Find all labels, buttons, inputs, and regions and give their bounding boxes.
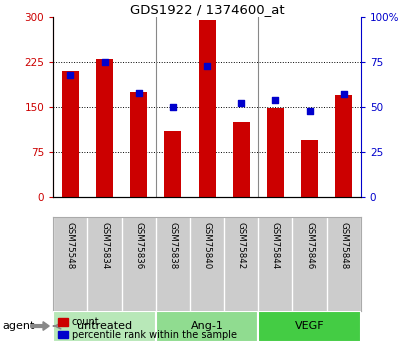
Bar [155, 310, 258, 342]
Point [272, 97, 278, 102]
Text: GSM75834: GSM75834 [100, 222, 109, 269]
Text: GSM75838: GSM75838 [168, 222, 177, 269]
Bar [232, 122, 249, 197]
Bar [334, 95, 351, 197]
Text: Ang-1: Ang-1 [190, 321, 223, 331]
Bar [300, 140, 317, 197]
Title: GDS1922 / 1374600_at: GDS1922 / 1374600_at [129, 3, 284, 16]
Text: GSM75548: GSM75548 [66, 222, 75, 269]
Bar [62, 71, 79, 197]
Point [306, 108, 312, 113]
Text: GSM75842: GSM75842 [236, 222, 245, 269]
Text: agent: agent [2, 321, 34, 331]
Point [169, 104, 176, 110]
Point [135, 90, 142, 95]
Legend: count, percentile rank within the sample: count, percentile rank within the sample [58, 317, 236, 340]
Bar [258, 310, 360, 342]
Point [339, 92, 346, 97]
Text: GSM75844: GSM75844 [270, 222, 279, 269]
Text: GSM75846: GSM75846 [304, 222, 313, 269]
Bar [164, 131, 181, 197]
Bar [53, 310, 155, 342]
Bar [96, 59, 113, 197]
Text: GSM75840: GSM75840 [202, 222, 211, 269]
Bar [130, 92, 147, 197]
Bar [198, 20, 215, 197]
Bar [266, 108, 283, 197]
Point [237, 101, 244, 106]
Point [203, 63, 210, 68]
Text: VEGF: VEGF [294, 321, 324, 331]
Point [67, 72, 74, 77]
Text: GSM75848: GSM75848 [338, 222, 347, 269]
Text: untreated: untreated [77, 321, 132, 331]
Text: GSM75836: GSM75836 [134, 222, 143, 269]
Point [101, 59, 108, 65]
